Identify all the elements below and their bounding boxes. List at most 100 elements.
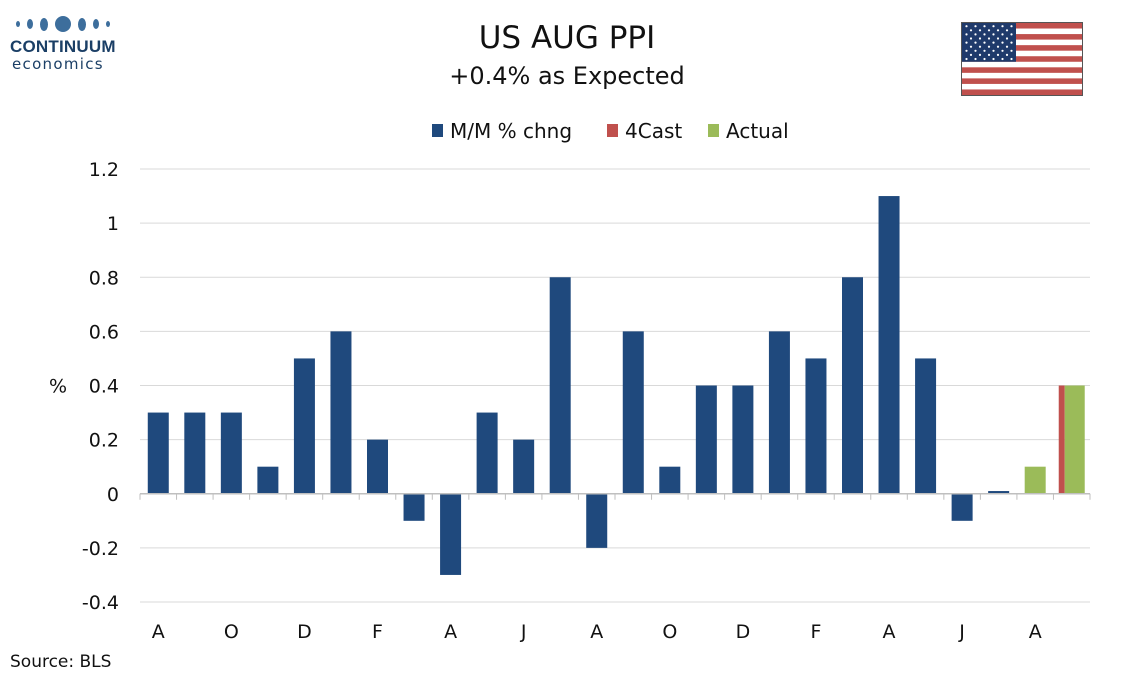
y-tick-label: 1.2 [89, 159, 119, 181]
flag-star [1001, 33, 1004, 36]
flag-star [978, 29, 982, 32]
y-axis-label: % [49, 376, 67, 398]
mm-bar [257, 466, 279, 494]
flag-star [1001, 49, 1004, 52]
flag-stripe [962, 72, 1082, 79]
flag-star [987, 45, 991, 48]
x-tick-label: A [590, 621, 603, 643]
flag-star [1010, 49, 1013, 52]
flag-stripe [962, 61, 1082, 68]
flag-star [1001, 41, 1004, 44]
flag-star [992, 41, 995, 44]
flag-star [983, 57, 986, 61]
flag-star [974, 33, 977, 36]
x-tick-label: F [372, 621, 383, 643]
flag-stripe [962, 67, 1082, 74]
flag-star [992, 57, 995, 61]
y-tick-label: 0.6 [89, 321, 119, 343]
mm-bar [622, 331, 644, 494]
x-tick-label: D [736, 621, 751, 643]
x-tick-label: A [444, 621, 457, 643]
flag-star [965, 33, 968, 36]
continuum-economics-logo: CONTINUUM economics [10, 14, 140, 76]
mm-bar [549, 277, 571, 494]
flag-star [996, 53, 1000, 56]
x-tick-label: O [662, 621, 677, 643]
flag-star [978, 53, 982, 56]
flag-star [974, 49, 977, 52]
flag-star [978, 37, 982, 40]
flag-star [983, 25, 986, 28]
legend-label: M/M % chng [450, 119, 572, 143]
mm-bar [805, 358, 827, 494]
logo-dots-icon [16, 14, 140, 34]
x-tick-label: O [224, 621, 239, 643]
flag-stripe [962, 78, 1082, 85]
flag-star [1001, 25, 1004, 28]
flag-star [965, 41, 968, 44]
x-tick-label: A [883, 621, 896, 643]
flag-star [969, 53, 973, 56]
gridlines [140, 168, 1090, 603]
bars [147, 196, 1085, 575]
forecast-bar [1058, 385, 1065, 494]
flag-star [992, 25, 995, 28]
flag-star [1010, 25, 1013, 28]
legend-swatch [432, 124, 443, 137]
mm-bar [184, 412, 206, 494]
mm-bar [659, 466, 681, 494]
mm-bar [988, 491, 1010, 494]
y-tick-label: 0 [107, 484, 119, 506]
flag-star [1010, 33, 1013, 36]
logo-brand-text: CONTINUUM [10, 37, 116, 56]
mm-bar [476, 412, 498, 494]
flag-star [974, 41, 977, 44]
flag-star [983, 33, 986, 36]
flag-stripe [962, 39, 1082, 46]
logo-sub-text: economics [12, 55, 104, 73]
x-tick-label: J [520, 621, 527, 643]
flag-star [978, 45, 982, 48]
flag-star [996, 29, 1000, 32]
flag-star [974, 25, 977, 28]
mm-bar [878, 196, 900, 494]
flag-star [974, 57, 977, 61]
mm-bar [842, 277, 863, 494]
mm-bar [147, 412, 169, 494]
flag-star [983, 41, 986, 44]
mm-bar [220, 412, 242, 494]
mm-bar [586, 493, 608, 548]
legend-swatch [708, 124, 719, 137]
flag-star [965, 25, 968, 28]
flag-star [1005, 45, 1009, 48]
legend-label: 4Cast [625, 119, 682, 143]
flag-star [1010, 57, 1013, 61]
flag-star [996, 37, 1000, 40]
mm-bar [732, 385, 754, 494]
legend-label: Actual [726, 119, 789, 143]
flag-star [987, 37, 991, 40]
y-tick-label: 0.4 [89, 376, 119, 398]
flag-stripe [962, 45, 1082, 51]
mm-bar [915, 358, 937, 494]
flag-star [1001, 57, 1004, 61]
flag-star [987, 29, 991, 32]
mm-bar [367, 439, 388, 494]
flag-star [969, 29, 973, 32]
flag-star [983, 49, 986, 52]
legend: M/M % chng 4Cast Actual [432, 119, 789, 143]
flag-stripe [962, 56, 1082, 63]
mm-bar [695, 385, 717, 494]
mm-bar [293, 358, 315, 494]
mm-bar [440, 493, 462, 575]
actual-bar [1064, 385, 1085, 494]
axes: -0.4 -0.2 0 0.2 0.4 0.6 0.8 1 1.2% A O D F A J A O D F A J A [49, 159, 1091, 643]
chart-title: US AUG PPI [478, 20, 656, 56]
flag-star [969, 37, 973, 40]
mm-bar [951, 493, 973, 521]
x-tick-label: A [152, 621, 165, 643]
flag-star [1005, 37, 1009, 40]
actual-bar [1024, 466, 1046, 494]
y-tick-label: -0.2 [82, 538, 119, 560]
